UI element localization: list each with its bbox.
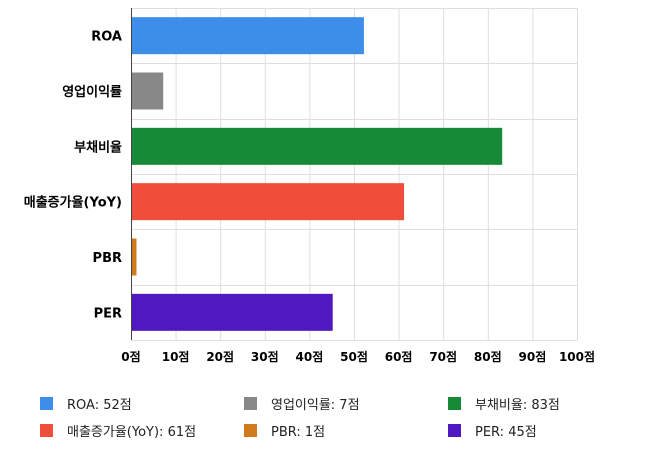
x-tick-label-8: 80점 xyxy=(474,349,502,364)
x-tick-labels: 0점 10점 20점 30점 40점 50점 60점 70점 80점 90점 100점 xyxy=(121,349,595,364)
x-tick-label-0: 0점 xyxy=(121,349,140,364)
x-tick-label-2: 20점 xyxy=(206,349,234,364)
category-label-5: PER xyxy=(94,306,122,321)
legend-item-3: 매출증가율(YoY): 61점 xyxy=(40,419,244,441)
grid-lines xyxy=(131,8,578,341)
category-label-2: 부채비율 xyxy=(74,139,122,155)
legend-swatch-1 xyxy=(244,396,257,410)
legend-label-2: 부채비율: 83점 xyxy=(475,397,560,413)
bars xyxy=(132,17,503,331)
legend-label-4: PBR: 1점 xyxy=(271,424,326,440)
x-tick-label-10: 100점 xyxy=(559,349,595,364)
legend-item-4: PBR: 1점 xyxy=(244,419,448,441)
x-tick-label-3: 30점 xyxy=(251,349,279,364)
legend-item-2: 부채비율: 83점 xyxy=(448,392,640,414)
legend-swatch-4 xyxy=(244,423,257,437)
category-label-0: ROA xyxy=(91,30,122,45)
legend-item-1: 영업이익률: 7점 xyxy=(244,392,448,414)
x-tick-label-9: 90점 xyxy=(519,349,547,364)
bar-5 xyxy=(132,293,333,331)
legend-swatch-2 xyxy=(448,396,461,410)
legend-item-0: ROA: 52점 xyxy=(40,392,244,414)
bar-1 xyxy=(132,72,164,110)
category-label-3: 매출증가율(YoY) xyxy=(24,195,122,211)
bar-4 xyxy=(132,238,137,276)
legend-label-1: 영업이익률: 7점 xyxy=(271,397,360,413)
x-tick-label-7: 70점 xyxy=(429,349,457,364)
x-tick-label-1: 10점 xyxy=(162,349,190,364)
x-tick-label-5: 50점 xyxy=(340,349,368,364)
legend-swatch-3 xyxy=(40,423,53,437)
legend-label-3: 매출증가율(YoY): 61점 xyxy=(67,424,197,440)
category-label-4: PBR xyxy=(93,251,122,266)
bar-3 xyxy=(132,183,405,221)
legend-swatch-5 xyxy=(448,423,461,437)
bar-2 xyxy=(132,127,503,165)
x-tick-label-4: 40점 xyxy=(296,349,324,364)
legend-label-0: ROA: 52점 xyxy=(67,397,132,413)
legend-swatch-0 xyxy=(40,396,53,410)
category-label-1: 영업이익률 xyxy=(62,84,122,100)
bar-0 xyxy=(132,17,364,55)
legend-item-5: PER: 45점 xyxy=(448,419,640,441)
legend-label-5: PER: 45점 xyxy=(475,424,537,440)
x-tick-label-6: 60점 xyxy=(385,349,413,364)
